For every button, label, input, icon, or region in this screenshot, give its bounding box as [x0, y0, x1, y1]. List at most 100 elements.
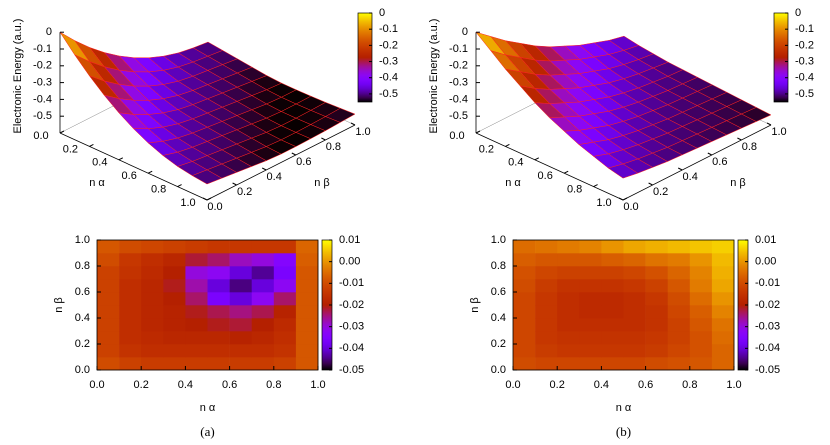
heatmap-cell: [689, 305, 713, 319]
heatmap-cell: [535, 240, 558, 254]
colorbar-tick-label: -0.02: [755, 299, 780, 311]
heatmap-cell: [229, 305, 252, 319]
colorbar-tick-label: -0.3: [795, 55, 814, 67]
colorbar-tick-label: 0: [379, 7, 385, 19]
x-tick-label: 0.0: [89, 379, 104, 391]
x-tick-label: 0.4: [594, 379, 609, 391]
surface-cell: [191, 169, 223, 185]
heatmap-cell: [229, 253, 252, 267]
colorbar-tick-label: -0.2: [795, 39, 814, 51]
heatmap-cell: [141, 331, 164, 345]
heatmap-cell: [579, 305, 602, 319]
heatmap-cell: [119, 292, 142, 306]
heatmap-cell: [251, 331, 275, 345]
heatmap-cell: [513, 331, 536, 345]
heatmap-cell: [579, 266, 602, 280]
heatmap-cell: [513, 357, 536, 371]
y-tick: [321, 137, 326, 141]
y-tick-label: 0.8: [75, 260, 90, 272]
heatmap-cell: [207, 266, 230, 280]
x-tick-label: 0.6: [222, 379, 237, 391]
heatmap-cell: [645, 240, 668, 254]
heatmap-cell: [273, 318, 297, 332]
y-tick: [291, 152, 297, 156]
heatmap-cell: [645, 266, 668, 280]
colorbar-tick-label: 0.01: [755, 234, 776, 246]
colorbar-tick-label: -0.02: [339, 299, 364, 311]
x-axis-label: n α: [616, 402, 632, 414]
y-tick: [232, 182, 237, 186]
heatmap-cell: [97, 344, 120, 358]
y-axis: [622, 124, 772, 201]
heatmap-cell: [207, 292, 230, 306]
y-tick-label: 0.4: [75, 312, 90, 324]
heatmap-cell: [207, 318, 230, 332]
heatmap-cell: [295, 240, 319, 254]
heatmap-cell: [273, 331, 297, 345]
heatmap-cell: [711, 305, 735, 319]
heatmap-cell: [711, 344, 735, 358]
y-tick: [261, 167, 267, 171]
heatmap-cell: [711, 240, 735, 254]
heatmap-cell: [185, 240, 208, 254]
heatmap-cell: [689, 266, 713, 280]
heatmap-cell: [229, 240, 252, 254]
z-axis-label: Electronic Energy (a.u.): [12, 19, 24, 134]
heatmap-cell: [535, 292, 558, 306]
y-tick-label: 0.6: [75, 286, 90, 298]
heatmap-cell: [601, 305, 624, 319]
heatmap-cell: [251, 266, 275, 280]
heatmap-cell: [579, 357, 602, 371]
x-tick: [118, 157, 124, 161]
heatmap-cell: [273, 240, 297, 254]
y-axis-label: n β: [469, 297, 481, 313]
heatmap-cell: [711, 253, 735, 267]
heatmap-cell: [207, 240, 230, 254]
heatmap-cell: [645, 357, 668, 371]
y-tick-label: 0.2: [75, 338, 90, 350]
z-tick-label: -0.1: [449, 43, 468, 55]
heatmap-cell: [163, 240, 186, 254]
colorbar-tick-label: -0.05: [755, 364, 780, 376]
heatmap-cell: [251, 344, 275, 358]
y-tick-label: 0.0: [75, 364, 90, 376]
heatmap-cell: [513, 279, 536, 293]
colorbar-tick-label: -0.5: [795, 88, 814, 100]
heatmap-cell: [557, 266, 580, 280]
y-tick: [648, 182, 653, 186]
heatmap-cell: [557, 279, 580, 293]
colorbar-tick-label: -0.01: [339, 277, 364, 289]
surface-cell: [607, 163, 639, 179]
x-tick-label: 1.0: [180, 197, 195, 209]
z-tick-label: -0.4: [449, 93, 468, 105]
heatmap-cell: [623, 279, 646, 293]
heatmap-cell: [185, 344, 208, 358]
heatmap-cell: [229, 279, 252, 293]
y-tick: [618, 197, 624, 201]
heatmap-cell: [141, 279, 164, 293]
heatmap-cell: [97, 305, 120, 319]
heatmap-cell: [163, 357, 186, 371]
heatmap-cell: [689, 292, 713, 306]
y-tick-label: 0.2: [653, 186, 668, 198]
x-tick-label: 0.4: [92, 157, 107, 169]
colorbar-tick-label: 0.01: [339, 234, 360, 246]
heatmap-cell: [141, 253, 164, 267]
heatmap-cell: [185, 279, 208, 293]
heatmap-cell: [711, 292, 735, 306]
heatmap-cell: [667, 357, 691, 371]
y-tick-label: 0.6: [296, 156, 311, 168]
x-tick-label: 1.0: [310, 379, 325, 391]
heatmap-cell: [513, 305, 536, 319]
heatmap-cell: [295, 318, 319, 332]
x-tick: [622, 197, 628, 201]
y-axis-label: n β: [53, 297, 65, 313]
heatmap-cell: [689, 318, 713, 332]
x-tick-label: 0.8: [567, 184, 582, 196]
heatmap-cell: [689, 357, 713, 371]
heatmap-cell: [645, 253, 668, 267]
heatmap-cell: [579, 331, 602, 345]
y-tick-label: 0.4: [267, 171, 282, 183]
heatmap-cell: [579, 279, 602, 293]
colorbar-tick-label: -0.1: [379, 23, 398, 35]
